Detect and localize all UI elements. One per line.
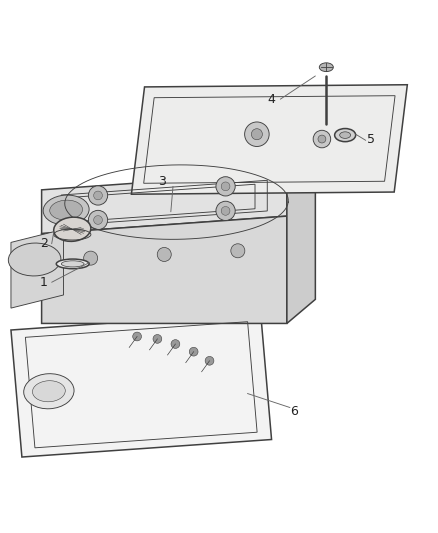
Polygon shape xyxy=(42,216,287,324)
Circle shape xyxy=(221,182,230,191)
Circle shape xyxy=(84,251,98,265)
Ellipse shape xyxy=(54,217,91,241)
Text: 3: 3 xyxy=(158,175,166,189)
Ellipse shape xyxy=(43,195,89,225)
Polygon shape xyxy=(11,312,272,457)
Circle shape xyxy=(231,244,245,258)
Circle shape xyxy=(94,216,102,224)
Ellipse shape xyxy=(319,63,333,71)
Text: 5: 5 xyxy=(367,133,375,146)
Text: 1: 1 xyxy=(40,276,48,289)
Circle shape xyxy=(94,191,102,200)
Ellipse shape xyxy=(340,132,350,139)
Circle shape xyxy=(244,122,269,147)
Circle shape xyxy=(205,357,214,365)
Polygon shape xyxy=(11,229,64,308)
Circle shape xyxy=(216,201,235,221)
Circle shape xyxy=(153,335,162,343)
Circle shape xyxy=(171,340,180,349)
Ellipse shape xyxy=(56,259,89,269)
Circle shape xyxy=(88,186,108,205)
Polygon shape xyxy=(131,85,407,194)
Circle shape xyxy=(251,128,262,140)
Circle shape xyxy=(318,135,326,143)
Circle shape xyxy=(221,206,230,215)
Circle shape xyxy=(189,348,198,356)
Circle shape xyxy=(88,211,108,230)
Ellipse shape xyxy=(24,374,74,409)
Circle shape xyxy=(216,177,235,196)
Text: 2: 2 xyxy=(40,237,48,250)
Ellipse shape xyxy=(335,128,356,142)
Ellipse shape xyxy=(50,200,82,220)
Ellipse shape xyxy=(32,381,65,402)
Polygon shape xyxy=(287,172,315,324)
Circle shape xyxy=(313,130,331,148)
Text: 4: 4 xyxy=(268,93,276,106)
Circle shape xyxy=(157,247,171,262)
Ellipse shape xyxy=(61,261,84,267)
Polygon shape xyxy=(42,172,287,233)
Ellipse shape xyxy=(8,243,61,276)
Circle shape xyxy=(133,332,141,341)
Text: 6: 6 xyxy=(290,405,298,417)
